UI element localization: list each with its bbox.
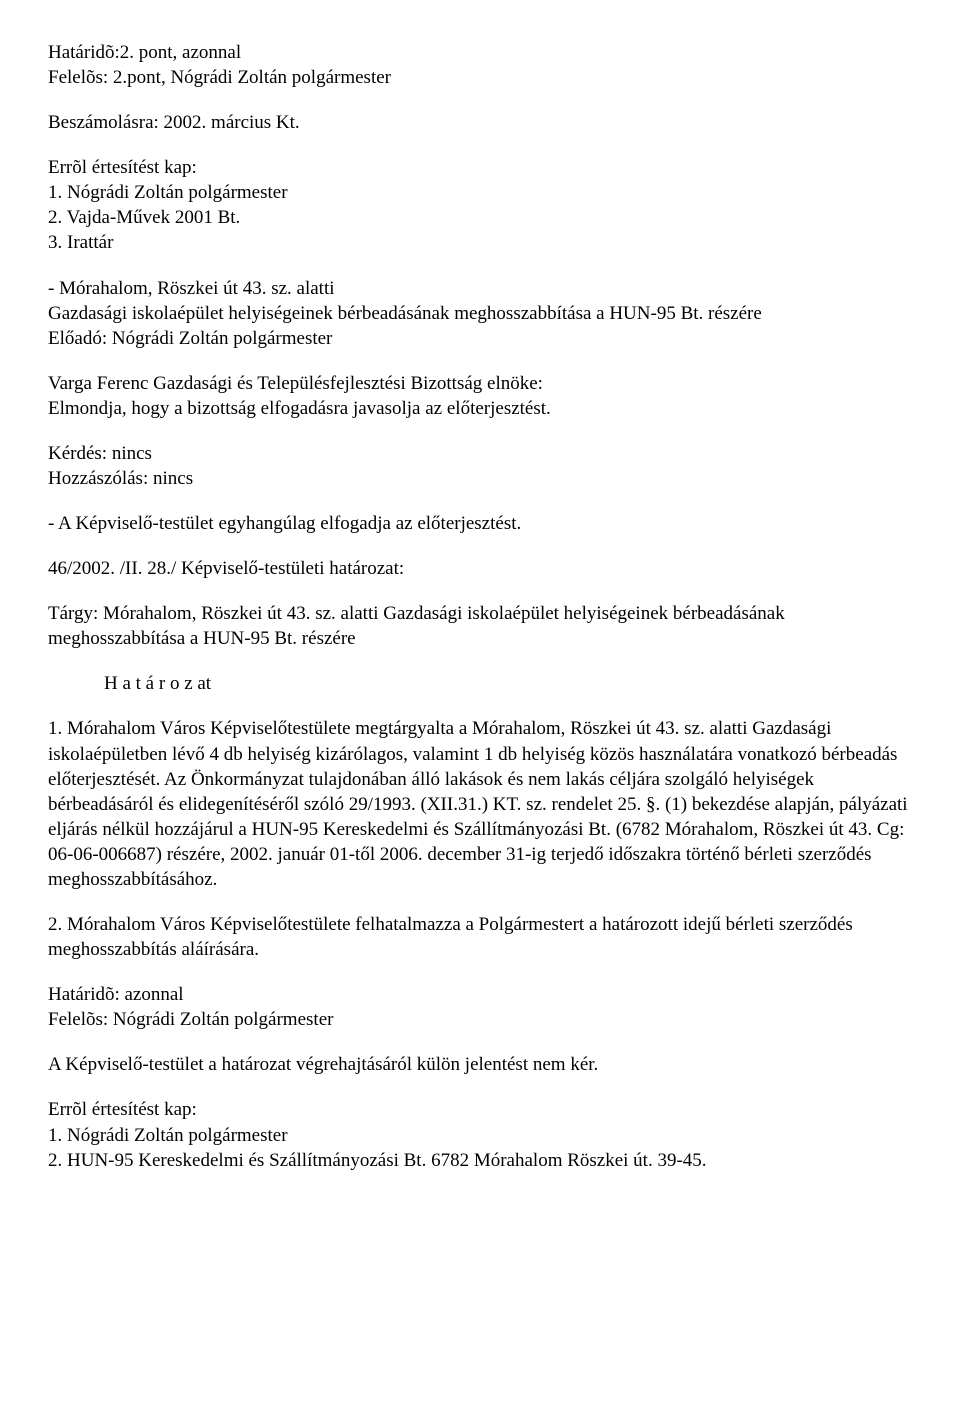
- resolution-body-1: 1. Mórahalom Város Képviselőtestülete me…: [48, 716, 912, 892]
- no-report-line: A Képviselő-testület a határozat végreha…: [48, 1052, 912, 1077]
- topic-line1: - Mórahalom, Röszkei út 43. sz. alatti: [48, 276, 912, 301]
- deadline-block-top: Határidõ:2. pont, azonnal Felelõs: 2.pon…: [48, 40, 912, 90]
- decision-line: - A Képviselő-testület egyhangúlag elfog…: [48, 511, 912, 536]
- notify-title: Errõl értesítést kap:: [48, 155, 912, 180]
- resolution-body-2: 2. Mórahalom Város Képviselőtestülete fe…: [48, 912, 912, 962]
- deadline-line1: Határidõ:2. pont, azonnal: [48, 40, 912, 65]
- notify-block-1: Errõl értesítést kap: 1. Nógrádi Zoltán …: [48, 155, 912, 255]
- committee-line1: Varga Ferenc Gazdasági és Településfejle…: [48, 371, 912, 396]
- resolution-number: 46/2002. /II. 28./ Képviselő-testületi h…: [48, 556, 912, 581]
- report-line: Beszámolásra: 2002. március Kt.: [48, 110, 912, 135]
- topic-block: - Mórahalom, Röszkei út 43. sz. alatti G…: [48, 276, 912, 351]
- deadline-b-line2: Felelõs: Nógrádi Zoltán polgármester: [48, 1007, 912, 1032]
- qna-block: Kérdés: nincs Hozzászólás: nincs: [48, 441, 912, 491]
- topic-line2: Gazdasági iskolaépület helyiségeinek bér…: [48, 301, 912, 326]
- topic-line3: Előadó: Nógrádi Zoltán polgármester: [48, 326, 912, 351]
- deadline-block-bottom: Határidõ: azonnal Felelõs: Nógrádi Zoltá…: [48, 982, 912, 1032]
- question-line: Kérdés: nincs: [48, 441, 912, 466]
- notify-item-1: 1. Nógrádi Zoltán polgármester: [48, 180, 912, 205]
- notify-item-3: 3. Irattár: [48, 230, 912, 255]
- notify-item-2: 2. Vajda-Művek 2001 Bt.: [48, 205, 912, 230]
- deadline-b-line1: Határidõ: azonnal: [48, 982, 912, 1007]
- notify-block-2: Errõl értesítést kap: 1. Nógrádi Zoltán …: [48, 1097, 912, 1172]
- hatarozat-heading: H a t á r o z at: [48, 671, 912, 696]
- notify2-title: Errõl értesítést kap:: [48, 1097, 912, 1122]
- committee-line2: Elmondja, hogy a bizottság elfogadásra j…: [48, 396, 912, 421]
- committee-block: Varga Ferenc Gazdasági és Településfejle…: [48, 371, 912, 421]
- notify2-item-2: 2. HUN-95 Kereskedelmi és Szállítmányozá…: [48, 1148, 912, 1173]
- notify2-item-1: 1. Nógrádi Zoltán polgármester: [48, 1123, 912, 1148]
- comment-line: Hozzászólás: nincs: [48, 466, 912, 491]
- subject-line: Tárgy: Mórahalom, Röszkei út 43. sz. ala…: [48, 601, 912, 651]
- deadline-line2: Felelõs: 2.pont, Nógrádi Zoltán polgárme…: [48, 65, 912, 90]
